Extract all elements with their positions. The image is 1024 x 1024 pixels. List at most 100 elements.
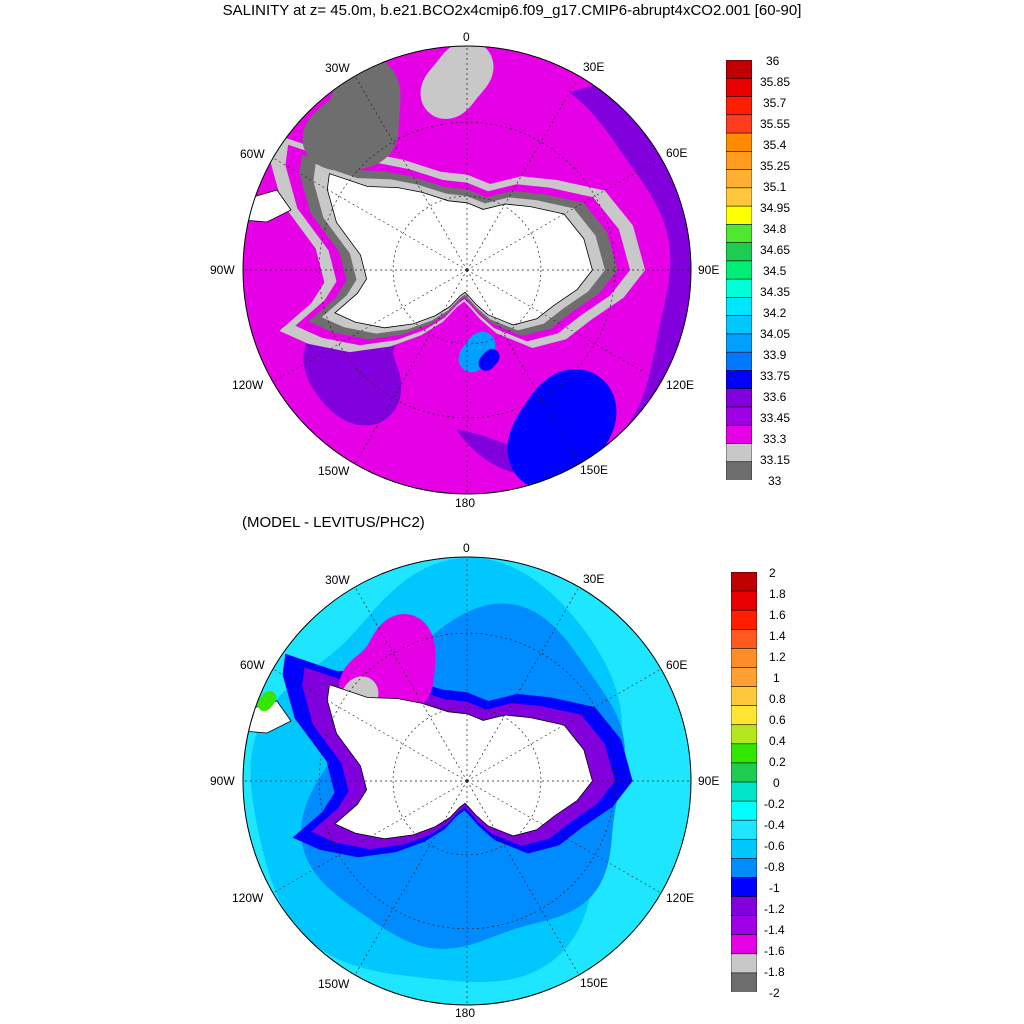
colorbar-label: 33.15 — [760, 453, 791, 467]
map-boundary — [242, 45, 692, 495]
colorbar-label: 35.25 — [760, 159, 791, 173]
colorbar-label: 35.7 — [763, 96, 787, 110]
colorbar-label: -1.8 — [764, 965, 785, 979]
salinity-map — [242, 45, 692, 495]
colorbar-label: -0.2 — [764, 797, 785, 811]
lon-label-90e: 90E — [698, 774, 720, 788]
antarctica-landmass — [326, 684, 593, 840]
colorbar-label: 35.1 — [763, 180, 787, 194]
difference-colorbar-swatch — [731, 972, 757, 992]
difference-colorbar-swatch — [731, 877, 757, 898]
meridian-line — [466, 668, 662, 782]
map-boundary — [242, 556, 692, 1006]
salinity-region-blue — [478, 349, 500, 371]
difference-colorbar-swatch — [731, 572, 757, 592]
difference-colorbar-swatch — [731, 915, 757, 936]
lon-label-60e: 60E — [666, 658, 688, 672]
colorbar-label: -0.4 — [764, 818, 785, 832]
colorbar-label: 33.45 — [760, 411, 791, 425]
colorbar-label: 1.8 — [769, 587, 786, 601]
difference-colorbar-swatch — [731, 838, 757, 859]
lon-label-60e: 60E — [666, 146, 688, 160]
difference-colorbar-swatch — [731, 705, 757, 726]
salinity-colorbar-swatch — [726, 77, 752, 98]
colorbar-label: 0.6 — [769, 713, 786, 727]
colorbar-label: 0.4 — [769, 734, 786, 748]
lon-label-30e: 30E — [583, 572, 605, 586]
lon-label-30e: 30E — [583, 60, 605, 74]
colorbar-label: -1.2 — [764, 902, 785, 916]
colorbar-label: 35.55 — [760, 117, 791, 131]
salinity-colorbar-swatch — [726, 297, 752, 317]
colorbar-label: 2 — [769, 566, 776, 580]
colorbar-label: 34.65 — [760, 243, 791, 257]
colorbar-label: 33.6 — [763, 390, 787, 404]
difference-colorbar-swatch — [731, 934, 757, 955]
latitude-circle — [392, 195, 542, 345]
lon-label-180: 180 — [455, 1006, 476, 1020]
salinity-colorbar-swatch — [726, 443, 752, 463]
salinity-band-light-grey — [420, 46, 494, 119]
colorbar-label: 34.35 — [760, 285, 791, 299]
difference-colorbar-swatch — [731, 762, 757, 783]
salinity-colorbar-swatch — [726, 424, 752, 445]
difference-colorbar-swatches — [731, 572, 757, 992]
meridian-line — [272, 269, 468, 383]
difference-colorbar-swatch — [731, 686, 757, 707]
meridian-line — [466, 269, 580, 465]
colorbar-label: 33 — [768, 474, 782, 488]
figure-title: SALINITY at z= 45.0m, b.e21.BCO2x4cmip6.… — [222, 2, 802, 19]
difference-colorbar-swatch — [731, 724, 757, 745]
salinity-colorbar-swatch — [726, 60, 752, 79]
colorbar-label: 33.75 — [760, 369, 791, 383]
colorbar-label: 0 — [773, 776, 780, 790]
colorbar-label: 1.2 — [769, 650, 786, 664]
meridian-line — [466, 157, 662, 271]
difference-colorbar-swatch — [731, 628, 757, 649]
meridian-line — [466, 269, 662, 383]
lon-label-120w: 120W — [232, 378, 264, 392]
lon-label-120w: 120W — [232, 891, 264, 905]
lon-label-150w: 150W — [318, 464, 350, 478]
salinity-colorbar-swatch — [726, 406, 752, 426]
colorbar-label: -1.6 — [764, 944, 785, 958]
latitude-circle — [392, 706, 542, 856]
difference-colorbar-swatch — [731, 781, 757, 802]
difference-region-green — [257, 691, 277, 711]
colorbar-label: 33.9 — [763, 348, 787, 362]
meridian-line — [354, 269, 468, 465]
salinity-colorbar-swatch — [726, 132, 752, 152]
salinity-colorbar-swatch — [726, 315, 752, 335]
difference-colorbar-swatch — [731, 743, 757, 764]
colorbar-label: 35.85 — [760, 75, 791, 89]
colorbar-label: 34.05 — [760, 327, 791, 341]
graticule — [243, 46, 691, 494]
lon-label-0: 0 — [463, 541, 470, 555]
colorbar-label: 34.2 — [763, 306, 787, 320]
colorbar-label: -0.6 — [764, 839, 785, 853]
salinity-colorbar-swatch — [726, 351, 752, 372]
salinity-colorbar-swatch — [726, 151, 752, 171]
colorbar-label: -2 — [769, 986, 780, 1000]
colorbar-label: 0.8 — [769, 692, 786, 706]
lon-label-150e: 150E — [580, 976, 609, 990]
salinity-map-panel: 0 30E 60E 90E 120E 150E 180 150W 120W 90… — [0, 0, 1024, 510]
difference-map — [242, 556, 692, 1006]
meridian-line — [354, 75, 468, 271]
colorbar-label: 1.6 — [769, 608, 786, 622]
salinity-colorbar-swatch — [726, 260, 752, 280]
salinity-colorbar-swatch — [726, 461, 752, 480]
colorbar-label: 34.8 — [763, 222, 787, 236]
salinity-colorbar-swatch — [726, 169, 752, 189]
colorbar-label: 1.4 — [769, 629, 786, 643]
salinity-colorbar-swatch — [726, 242, 752, 262]
meridian-line — [272, 780, 468, 894]
colorbar-label: -1 — [769, 881, 780, 895]
meridian-line — [466, 75, 580, 271]
lon-label-0: 0 — [463, 30, 470, 44]
colorbar-label: 0.2 — [769, 755, 786, 769]
lon-label-90w: 90W — [210, 774, 235, 788]
difference-colorbar-swatch — [731, 800, 757, 821]
colorbar-label: 33.3 — [763, 432, 787, 446]
colorbar-label: 34.95 — [760, 201, 791, 215]
